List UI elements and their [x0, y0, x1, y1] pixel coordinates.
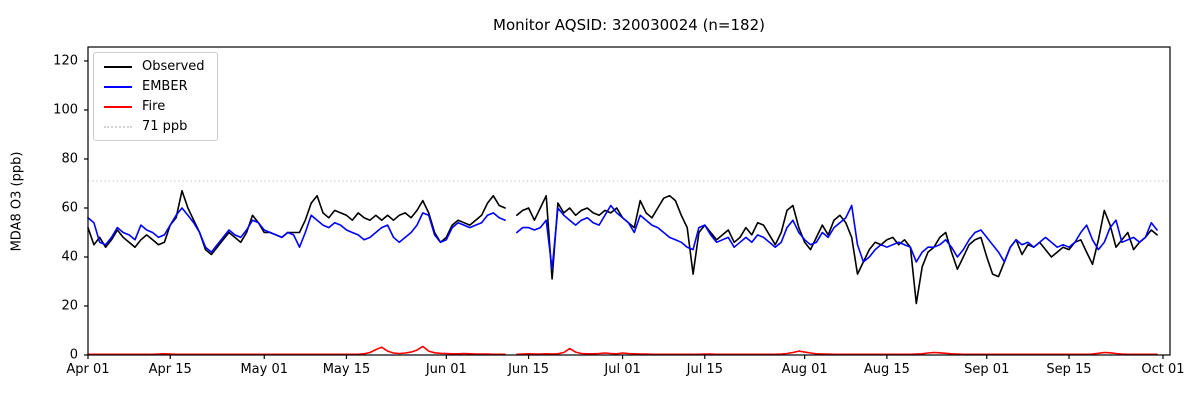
x-tick-label: Aug 15 — [863, 362, 910, 377]
legend-item-observed: Observed — [104, 60, 205, 73]
y-tick-label: 80 — [61, 151, 78, 167]
series-line-ember — [87, 204, 1158, 270]
y-tick-label: 60 — [61, 200, 78, 216]
legend-label: 71 ppb — [142, 119, 188, 134]
x-tick-label: Jul 01 — [604, 362, 641, 377]
series-line-observed — [87, 190, 1158, 305]
chart-title: Monitor AQSID: 320030024 (n=182) — [493, 16, 765, 34]
threshold-line-swatch — [104, 125, 132, 128]
y-tick-label: 40 — [61, 249, 78, 265]
x-tick-label: May 15 — [322, 362, 371, 377]
x-tick-label: Apr 01 — [66, 362, 110, 377]
y-tick-label: 0 — [69, 347, 78, 363]
plot-frame — [87, 46, 1171, 356]
legend-label: Fire — [142, 99, 166, 114]
series-line-fire — [87, 345, 1158, 356]
y-tick-label: 120 — [53, 53, 78, 69]
x-tick-label: Sep 01 — [964, 362, 1010, 377]
x-tick-label: Sep 15 — [1046, 362, 1092, 377]
x-tick-label: Aug 01 — [781, 362, 828, 377]
x-tick-label: Jun 01 — [425, 362, 467, 377]
fire-line-swatch — [104, 105, 132, 108]
legend-label: EMBER — [142, 79, 188, 94]
x-tick-label: May 01 — [240, 362, 288, 377]
legend: Observed EMBER Fire 71 ppb — [93, 52, 218, 141]
y-tick-label: 100 — [53, 102, 78, 118]
legend-item-fire: Fire — [104, 100, 205, 113]
legend-item-ember: EMBER — [104, 80, 205, 93]
x-tick-label: Oct 01 — [1141, 362, 1185, 377]
x-tick-label: Apr 15 — [148, 362, 192, 377]
ember-line-swatch — [104, 85, 132, 88]
legend-item-threshold: 71 ppb — [104, 120, 205, 133]
legend-label: Observed — [142, 59, 205, 74]
x-tick-label: Jul 15 — [686, 362, 723, 377]
observed-line-swatch — [104, 65, 132, 68]
y-tick-label: 20 — [61, 298, 78, 314]
x-tick-label: Jun 15 — [508, 362, 550, 377]
